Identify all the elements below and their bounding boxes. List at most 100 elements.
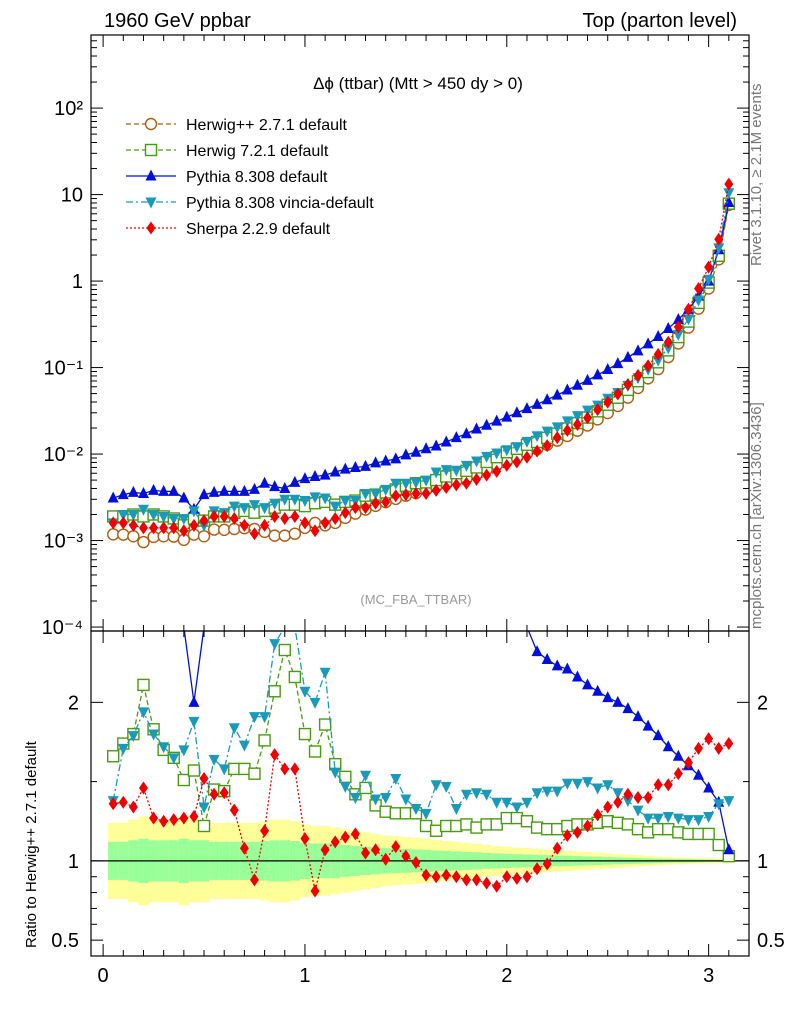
- main-y-tick-label-4: 1: [72, 271, 83, 293]
- main-point-3-27: [380, 484, 392, 496]
- ratio-point-3-11: [219, 786, 229, 800]
- main-point-2-30: [410, 445, 422, 457]
- ratio-point-2-61: [723, 796, 735, 808]
- ratio-point-1-49: [602, 691, 614, 703]
- ratio-point-1-53: [642, 719, 654, 731]
- x-tick-label-1: 1: [299, 965, 310, 987]
- ratio-point-2-46: [571, 778, 583, 790]
- main-point-3-45: [561, 416, 573, 428]
- ratio-point-2-52: [632, 805, 644, 817]
- ratio-point-3-33: [441, 868, 451, 882]
- ratio-point-1-56: [672, 749, 684, 761]
- main-point-4-43: [542, 439, 552, 453]
- main-point-0-3: [137, 535, 150, 549]
- main-point-2-43: [541, 393, 553, 405]
- main-point-2-3: [137, 486, 149, 498]
- main-point-4-19: [300, 516, 310, 530]
- main-point-4-31: [421, 486, 431, 500]
- ratio-point-2-3: [137, 707, 149, 719]
- main-point-4-9: [199, 514, 209, 528]
- ratio-point-2-33: [440, 781, 452, 793]
- main-point-3-22: [329, 501, 341, 513]
- ratio-point-1-42: [531, 645, 543, 657]
- main-point-4-5: [159, 521, 169, 535]
- main-point-4-23: [340, 506, 350, 520]
- main-point-3-37: [481, 451, 493, 463]
- ratio-point-0-7: [177, 773, 191, 787]
- ratio-point-3-14: [249, 873, 259, 887]
- main-point-4-55: [663, 335, 673, 349]
- ratio-point-0-53: [641, 826, 655, 839]
- main-point-2-44: [551, 388, 563, 400]
- main-point-3-28: [390, 478, 402, 490]
- ratio-point-0-37: [480, 818, 493, 831]
- main-point-2-42: [531, 397, 543, 409]
- main-point-2-4: [148, 483, 160, 495]
- ratio-point-2-6: [168, 753, 180, 765]
- ratio-point-2-2: [127, 731, 139, 743]
- ratio-point-2-42: [531, 788, 543, 800]
- main-point-0-2: [127, 530, 140, 543]
- ratio-point-1-45: [561, 662, 573, 674]
- main-point-3-8: [188, 506, 200, 518]
- main-point-4-40: [512, 455, 522, 469]
- ratio-point-1-43: [541, 653, 553, 665]
- main-point-4-11: [219, 509, 229, 523]
- ratio-point-2-5: [158, 742, 170, 754]
- main-point-4-54: [653, 347, 663, 361]
- ratio-point-2-19: [299, 686, 311, 698]
- main-point-3-2: [127, 510, 139, 522]
- ratio-point-3-24: [350, 827, 360, 841]
- main-point-3-44: [551, 422, 563, 434]
- ratio-point-0-41: [520, 815, 534, 828]
- ratio-point-3-58: [694, 741, 704, 755]
- main-point-2-41: [521, 402, 533, 414]
- ratio-point-3-51: [623, 787, 633, 801]
- ratio-point-2-31: [420, 808, 432, 820]
- ratio-point-2-11: [218, 764, 230, 776]
- ratio-point-1-51: [622, 702, 634, 714]
- ratio-point-2-56: [672, 813, 684, 825]
- main-point-4-8: [189, 518, 199, 532]
- main-point-4-2: [128, 518, 138, 532]
- main-point-3-36: [471, 456, 483, 468]
- main-point-2-28: [390, 452, 402, 464]
- legend-item-3: Pythia 8.308 vincia-default: [126, 195, 374, 212]
- ratio-point-3-55: [663, 778, 673, 792]
- main-point-4-20: [310, 524, 320, 538]
- ratio-point-0-33: [440, 819, 453, 833]
- ratio-point-3-25: [361, 846, 371, 860]
- main-point-3-31: [420, 475, 432, 487]
- ratio-point-0-55: [662, 822, 675, 836]
- analysis-watermark: (MC_FBA_TTBAR): [360, 592, 471, 607]
- ratio-point-3-13: [239, 841, 249, 855]
- legend-marker-1: [144, 143, 158, 157]
- main-point-2-20: [309, 470, 321, 482]
- ratio-point-0-56: [672, 826, 685, 839]
- main-series-line-3: [112, 192, 730, 527]
- legend-marker-3: [145, 197, 157, 209]
- ratio-point-2-29: [400, 794, 412, 806]
- main-point-2-54: [652, 329, 664, 341]
- ratio-point-0-42: [530, 821, 544, 834]
- ratio-point-3-45: [562, 829, 572, 843]
- ratio-point-3-37: [482, 876, 492, 890]
- ratio-point-0-21: [318, 718, 332, 731]
- main-point-3-17: [279, 494, 291, 506]
- main-point-2-24: [349, 460, 361, 472]
- main-point-0-0: [107, 528, 120, 541]
- main-point-2-32: [430, 439, 442, 451]
- ratio-point-3-15: [260, 824, 270, 838]
- x-tick-label-3: 3: [703, 965, 714, 987]
- ratio-point-2-55: [662, 811, 674, 823]
- ratio-series-line-3: [113, 737, 730, 892]
- main-point-4-28: [391, 489, 401, 503]
- main-point-3-16: [269, 498, 281, 510]
- main-point-2-27: [380, 454, 392, 466]
- legend-label-2: Pythia 8.308 default: [186, 169, 328, 186]
- main-point-4-27: [381, 495, 391, 509]
- ratio-point-2-13: [238, 740, 250, 752]
- ratio-point-2-27: [380, 792, 392, 804]
- ratio-point-2-15: [259, 712, 271, 724]
- main-point-2-16: [269, 480, 281, 492]
